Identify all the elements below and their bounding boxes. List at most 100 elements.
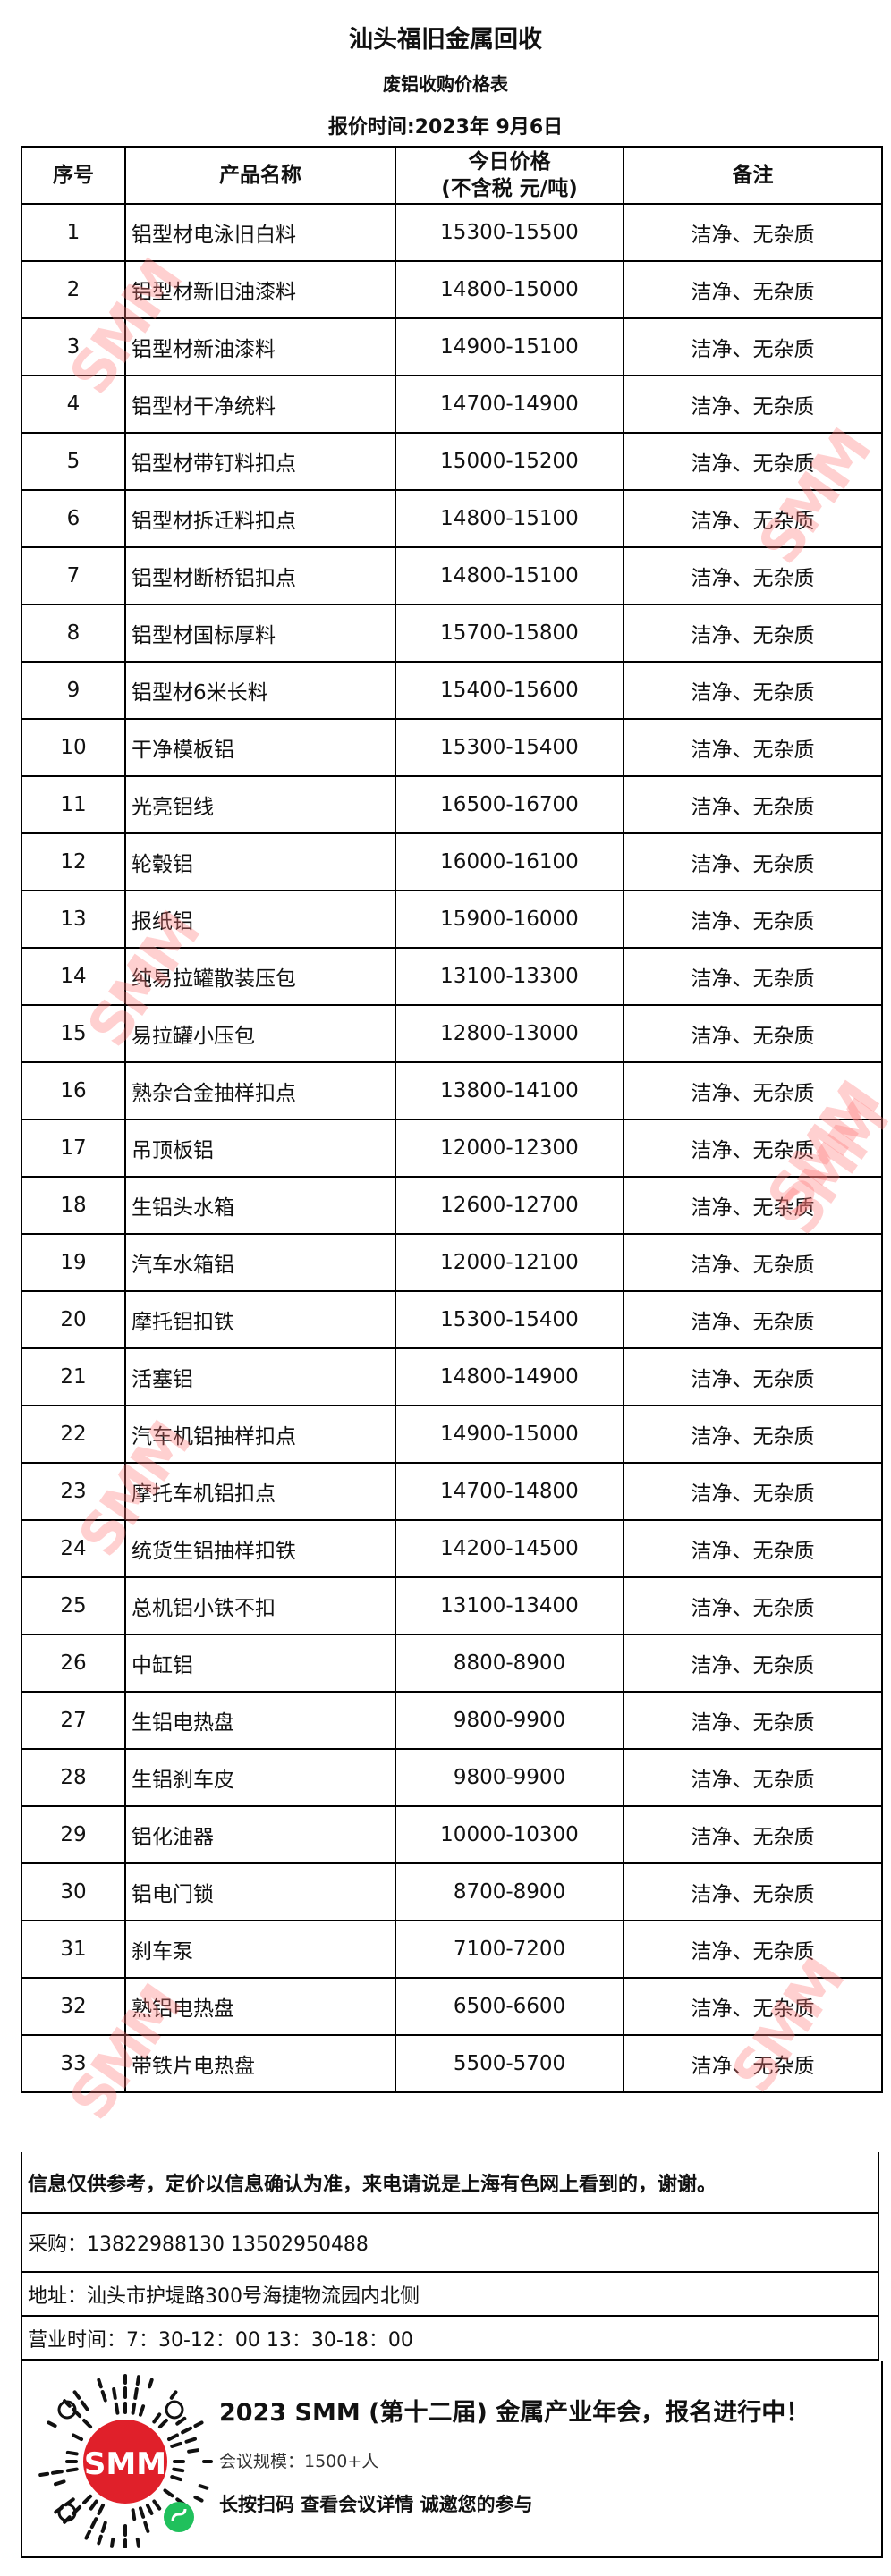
table-row: 3 铝型材新油漆料 14900-15100 洁净、无杂质 bbox=[21, 318, 882, 376]
qr-code-icon[interactable]: SMM bbox=[36, 2369, 215, 2548]
product-name: 报纸铝 bbox=[125, 891, 395, 948]
table-row: 27 生铝电热盘 9800-9900 洁净、无杂质 bbox=[21, 1692, 882, 1749]
price-range: 9800-9900 bbox=[395, 1692, 624, 1749]
col-header-name: 产品名称 bbox=[125, 147, 395, 204]
note: 洁净、无杂质 bbox=[624, 433, 882, 490]
business-hours: 营业时间：7：30-12：00 13：30-18：00 bbox=[21, 2317, 879, 2361]
page-subtitle: 废铝收购价格表 bbox=[0, 70, 891, 96]
note: 洁净、无杂质 bbox=[624, 719, 882, 776]
note: 洁净、无杂质 bbox=[624, 1577, 882, 1634]
note: 洁净、无杂质 bbox=[624, 1863, 882, 1921]
table-row: 23 摩托车机铝扣点 14700-14800 洁净、无杂质 bbox=[21, 1463, 882, 1520]
price-range: 16500-16700 bbox=[395, 776, 624, 833]
quote-date: 报价时间:2023年 9月6日 bbox=[0, 111, 891, 139]
price-range: 15900-16000 bbox=[395, 891, 624, 948]
product-name: 总机铝小铁不扣 bbox=[125, 1577, 395, 1634]
product-name: 活塞铝 bbox=[125, 1348, 395, 1406]
product-name: 生铝头水箱 bbox=[125, 1177, 395, 1234]
note: 洁净、无杂质 bbox=[624, 2035, 882, 2092]
price-range: 13100-13300 bbox=[395, 948, 624, 1005]
note: 洁净、无杂质 bbox=[624, 662, 882, 719]
price-range: 6500-6600 bbox=[395, 1978, 624, 2035]
price-range: 8700-8900 bbox=[395, 1863, 624, 1921]
row-no: 8 bbox=[21, 604, 125, 662]
disclaimer: 信息仅供参考，定价以信息确认为准，来电请说是上海有色网上看到的，谢谢。 bbox=[21, 2152, 879, 2214]
price-table: 序号 产品名称 今日价格 (不含税 元/吨) 备注 1 铝型材电泳旧白料 15300-… bbox=[21, 146, 883, 2093]
purchase-phones: 采购：13822988130 13502950488 bbox=[21, 2214, 879, 2273]
row-no: 12 bbox=[21, 833, 125, 891]
col-header-note: 备注 bbox=[624, 147, 882, 204]
product-name: 铝型材新旧油漆料 bbox=[125, 261, 395, 318]
row-no: 16 bbox=[21, 1062, 125, 1119]
note: 洁净、无杂质 bbox=[624, 1921, 882, 1978]
table-row: 19 汽车水箱铝 12000-12100 洁净、无杂质 bbox=[21, 1234, 882, 1291]
promo-banner[interactable]: SMM 2023 SMM (第十二届) 金属产业年会，报名进行中！ 会议规模：1… bbox=[21, 2361, 883, 2558]
table-row: 11 光亮铝线 16500-16700 洁净、无杂质 bbox=[21, 776, 882, 833]
table-row: 15 易拉罐小压包 12800-13000 洁净、无杂质 bbox=[21, 1005, 882, 1062]
table-row: 13 报纸铝 15900-16000 洁净、无杂质 bbox=[21, 891, 882, 948]
note: 洁净、无杂质 bbox=[624, 604, 882, 662]
product-name: 铝型材6米长料 bbox=[125, 662, 395, 719]
note: 洁净、无杂质 bbox=[624, 891, 882, 948]
row-no: 25 bbox=[21, 1577, 125, 1634]
row-no: 29 bbox=[21, 1806, 125, 1863]
table-row: 4 铝型材干净统料 14700-14900 洁净、无杂质 bbox=[21, 376, 882, 433]
col-header-no: 序号 bbox=[21, 147, 125, 204]
price-range: 14200-14500 bbox=[395, 1520, 624, 1577]
note: 洁净、无杂质 bbox=[624, 948, 882, 1005]
note: 洁净、无杂质 bbox=[624, 261, 882, 318]
note: 洁净、无杂质 bbox=[624, 204, 882, 261]
row-no: 2 bbox=[21, 261, 125, 318]
smm-logo: SMM bbox=[84, 2446, 166, 2482]
table-row: 30 铝电门锁 8700-8900 洁净、无杂质 bbox=[21, 1863, 882, 1921]
row-no: 9 bbox=[21, 662, 125, 719]
row-no: 4 bbox=[21, 376, 125, 433]
price-range: 12000-12300 bbox=[395, 1119, 624, 1177]
row-no: 20 bbox=[21, 1291, 125, 1348]
price-range: 13100-13400 bbox=[395, 1577, 624, 1634]
product-name: 统货生铝抽样扣铁 bbox=[125, 1520, 395, 1577]
price-range: 10000-10300 bbox=[395, 1806, 624, 1863]
product-name: 光亮铝线 bbox=[125, 776, 395, 833]
product-name: 铝化油器 bbox=[125, 1806, 395, 1863]
price-range: 8800-8900 bbox=[395, 1634, 624, 1692]
price-range: 14700-14800 bbox=[395, 1463, 624, 1520]
product-name: 带铁片电热盘 bbox=[125, 2035, 395, 2092]
table-row: 1 铝型材电泳旧白料 15300-15500 洁净、无杂质 bbox=[21, 204, 882, 261]
price-range: 12800-13000 bbox=[395, 1005, 624, 1062]
table-row: 21 活塞铝 14800-14900 洁净、无杂质 bbox=[21, 1348, 882, 1406]
price-range: 15700-15800 bbox=[395, 604, 624, 662]
row-no: 28 bbox=[21, 1749, 125, 1806]
product-name: 铝型材断桥铝扣点 bbox=[125, 547, 395, 604]
row-no: 14 bbox=[21, 948, 125, 1005]
note: 洁净、无杂质 bbox=[624, 1463, 882, 1520]
row-no: 1 bbox=[21, 204, 125, 261]
price-range: 15400-15600 bbox=[395, 662, 624, 719]
note: 洁净、无杂质 bbox=[624, 1749, 882, 1806]
product-name: 铝型材国标厚料 bbox=[125, 604, 395, 662]
product-name: 干净模板铝 bbox=[125, 719, 395, 776]
row-no: 24 bbox=[21, 1520, 125, 1577]
note: 洁净、无杂质 bbox=[624, 1062, 882, 1119]
product-name: 铝型材新油漆料 bbox=[125, 318, 395, 376]
product-name: 中缸铝 bbox=[125, 1634, 395, 1692]
table-row: 24 统货生铝抽样扣铁 14200-14500 洁净、无杂质 bbox=[21, 1520, 882, 1577]
table-row: 26 中缸铝 8800-8900 洁净、无杂质 bbox=[21, 1634, 882, 1692]
note: 洁净、无杂质 bbox=[624, 1806, 882, 1863]
note: 洁净、无杂质 bbox=[624, 1634, 882, 1692]
price-range: 7100-7200 bbox=[395, 1921, 624, 1978]
note: 洁净、无杂质 bbox=[624, 1348, 882, 1406]
row-no: 23 bbox=[21, 1463, 125, 1520]
row-no: 11 bbox=[21, 776, 125, 833]
product-name: 铝电门锁 bbox=[125, 1863, 395, 1921]
row-no: 7 bbox=[21, 547, 125, 604]
note: 洁净、无杂质 bbox=[624, 318, 882, 376]
table-row: 29 铝化油器 10000-10300 洁净、无杂质 bbox=[21, 1806, 882, 1863]
table-row: 32 熟铝电热盘 6500-6600 洁净、无杂质 bbox=[21, 1978, 882, 2035]
price-header-line2: (不含税 元/吨) bbox=[441, 177, 577, 200]
table-row: 33 带铁片电热盘 5500-5700 洁净、无杂质 bbox=[21, 2035, 882, 2092]
note: 洁净、无杂质 bbox=[624, 1520, 882, 1577]
note: 洁净、无杂质 bbox=[624, 1005, 882, 1062]
price-range: 9800-9900 bbox=[395, 1749, 624, 1806]
mini-program-icon bbox=[164, 2502, 194, 2532]
